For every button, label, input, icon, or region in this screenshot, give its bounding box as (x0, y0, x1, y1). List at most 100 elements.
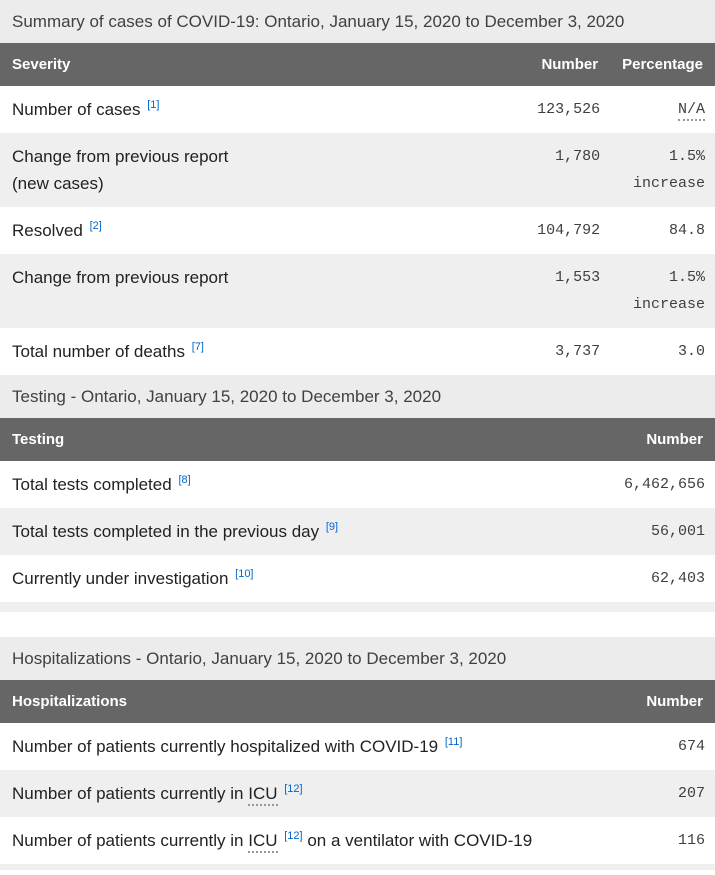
number-value: 56,001 (650, 523, 705, 540)
footnote-ref-12-link[interactable]: [12] (282, 784, 302, 803)
row-label-text: Number of cases (12, 100, 141, 119)
row-label: Resolved [2] (0, 207, 500, 254)
row-label-text-post: on a ventilator with COVID-19 (307, 831, 533, 850)
testing-table-header: Testing Number (0, 418, 715, 461)
footnote-ref-9-link[interactable]: [9] (324, 522, 338, 541)
table-row-change-resolved: Change from previous report 1,553 1.5% i… (0, 254, 715, 328)
percentage-line1: 1.5% (668, 148, 705, 165)
percentage-line2: increase (632, 175, 705, 192)
table-row-change-new-cases: Change from previous report (new cases) … (0, 133, 715, 207)
column-header-testing: Testing (0, 418, 595, 461)
percentage-line2: increase (632, 296, 705, 313)
section-gap (0, 612, 715, 637)
hospitalizations-table-caption: Hospitalizations - Ontario, January 15, … (0, 637, 715, 680)
icu-abbreviation: ICU (248, 784, 278, 806)
testing-section: Testing - Ontario, January 15, 2020 to D… (0, 375, 715, 612)
hospitalizations-table: Hospitalizations Number Number of patien… (0, 680, 715, 864)
footnote-ref-11-link[interactable]: [11] (443, 737, 463, 756)
summary-table-caption: Summary of cases of COVID-19: Ontario, J… (0, 0, 715, 43)
table-row-icu: Number of patients currently in ICU [12]… (0, 770, 715, 817)
na-abbreviation: N/A (677, 101, 705, 121)
percentage-value: N/A (610, 86, 715, 133)
row-label-line2: (new cases) (12, 174, 104, 193)
table-row-icu-ventilator: Number of patients currently in ICU [12]… (0, 817, 715, 864)
number-value: 6,462,656 (623, 476, 705, 493)
number-value: 3,737 (555, 343, 601, 360)
row-label-text: Total number of deaths (12, 342, 185, 361)
row-label-text: Number of patients currently in (12, 784, 244, 803)
summary-table-header: Severity Number Percentage (0, 43, 715, 86)
row-label: Number of patients currently in ICU [12]… (0, 817, 595, 864)
footnote-ref-text: [11] (444, 736, 463, 749)
row-label-text: Number of patients currently hospitalize… (12, 737, 439, 756)
row-label-text: Total tests completed (12, 475, 172, 494)
hospitalizations-table-header: Hospitalizations Number (0, 680, 715, 723)
table-row-tests-previous-day: Total tests completed in the previous da… (0, 508, 715, 555)
testing-table-caption: Testing - Ontario, January 15, 2020 to D… (0, 375, 715, 418)
footnote-ref-7-link[interactable]: [7] (190, 342, 204, 361)
icu-abbreviation: ICU (248, 831, 278, 853)
column-header-number: Number (595, 680, 715, 723)
row-label: Change from previous report (new cases) (0, 133, 500, 207)
row-label-text: Total tests completed in the previous da… (12, 522, 320, 541)
footnote-ref-8-link[interactable]: [8] (176, 475, 190, 494)
row-label: Total tests completed [8] (0, 461, 595, 508)
column-header-hospitalizations: Hospitalizations (0, 680, 595, 723)
footnote-ref-text: [1] (147, 99, 160, 112)
summary-table: Severity Number Percentage Number of cas… (0, 43, 715, 375)
table-row-hospitalized: Number of patients currently hospitalize… (0, 723, 715, 770)
column-header-severity: Severity (0, 43, 501, 86)
footnote-ref-text: [12] (284, 830, 303, 843)
footnote-ref-1-link[interactable]: [1] (145, 100, 159, 119)
number-value: 1,780 (555, 148, 601, 165)
row-label-text: Number of patients currently in (12, 831, 244, 850)
row-label-text: Resolved (12, 221, 83, 240)
footnote-ref-text: [2] (89, 220, 102, 233)
row-label: Change from previous report (0, 254, 500, 328)
row-label: Total tests completed in the previous da… (0, 508, 595, 555)
footnote-ref-10-link[interactable]: [10] (233, 569, 253, 588)
number-value: 1,553 (555, 269, 601, 286)
footnote-ref-text: [10] (235, 568, 254, 581)
summary-section: Summary of cases of COVID-19: Ontario, J… (0, 0, 715, 375)
percentage-line1: 1.5% (668, 269, 705, 286)
percentage-value: 3.0 (677, 343, 705, 360)
footnote-ref-text: [7] (191, 341, 204, 354)
number-value: 62,403 (650, 570, 705, 587)
table-bottom-strip (0, 602, 715, 612)
number-value: 674 (677, 738, 705, 755)
testing-table: Testing Number Total tests completed [8]… (0, 418, 715, 602)
row-label: Total number of deaths [7] (0, 328, 500, 375)
number-value: 123,526 (537, 101, 601, 118)
row-label-text: Change from previous report (12, 147, 229, 166)
header-row: Testing Number (0, 418, 715, 461)
table-row-total-deaths: Total number of deaths [7] 3,737 3.0 (0, 328, 715, 375)
header-row: Hospitalizations Number (0, 680, 715, 723)
header-row: Severity Number Percentage (0, 43, 715, 86)
percentage-value: 1.5% increase (610, 254, 715, 328)
row-label-text: Currently under investigation (12, 569, 229, 588)
number-value: 207 (677, 785, 705, 802)
table-row-resolved: Resolved [2] 104,792 84.8 (0, 207, 715, 254)
footnote-ref-2-link[interactable]: [2] (88, 221, 102, 240)
table-row-total-tests: Total tests completed [8] 6,462,656 (0, 461, 715, 508)
table-row-number-of-cases: Number of cases [1] 123,526 N/A (0, 86, 715, 133)
column-header-number: Number (500, 43, 611, 86)
row-label: Number of patients currently in ICU [12] (0, 770, 595, 817)
footnote-ref-text: [9] (325, 521, 339, 534)
table-row-under-investigation: Currently under investigation [10] 62,40… (0, 555, 715, 602)
table-bottom-strip (0, 864, 715, 870)
footnote-ref-text: [12] (284, 783, 303, 796)
number-value: 116 (677, 832, 705, 849)
row-label-text: Change from previous report (12, 268, 229, 287)
row-label: Number of cases [1] (0, 86, 500, 133)
column-header-number: Number (595, 418, 715, 461)
footnote-ref-text: [8] (178, 474, 191, 487)
hospitalizations-section: Hospitalizations - Ontario, January 15, … (0, 637, 715, 870)
footnote-ref-12-link[interactable]: [12] (282, 831, 302, 850)
row-label: Currently under investigation [10] (0, 555, 595, 602)
percentage-value: 1.5% increase (610, 133, 715, 207)
number-value: 104,792 (537, 222, 601, 239)
column-header-percentage: Percentage (610, 43, 715, 86)
row-label: Number of patients currently hospitalize… (0, 723, 595, 770)
